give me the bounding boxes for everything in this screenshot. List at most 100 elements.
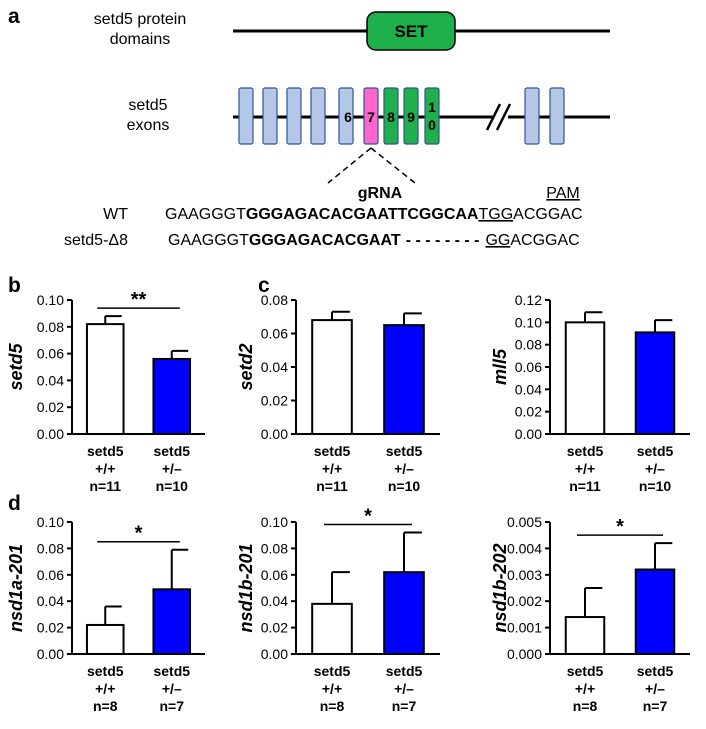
chart: 0.00 0.02 0.04 0.06 0.08 0.10 nsd1a-201 setd5 +/… — [6, 514, 205, 714]
sequence-part: GGGAGACACGAATTCGGCAA — [246, 206, 479, 223]
gene-diagram: setd5 protein domains SET setd5 exons 6 … — [94, 11, 610, 202]
y-tick-label: 0.005 — [507, 514, 542, 530]
bar — [383, 324, 425, 435]
significance: ** — [131, 289, 147, 311]
chart: 0.00 0.02 0.04 0.06 0.08 setd2 setd5 +/+n=11 set… — [236, 292, 440, 494]
sequence-name: WT — [103, 206, 128, 223]
exon — [338, 87, 354, 145]
x-tick-label: setd5 — [314, 663, 351, 679]
bar — [383, 571, 425, 655]
y-tick-label: 0.08 — [515, 337, 542, 353]
bar — [85, 623, 125, 656]
y-tick-label: 0.04 — [37, 593, 64, 609]
x-tick-label: n=10 — [388, 478, 421, 494]
y-tick-label: 0.06 — [261, 326, 288, 342]
exon — [238, 87, 254, 145]
x-tick-label: +/+ — [95, 461, 115, 477]
chart: 0.00 0.02 0.04 0.06 0.08 0.10 nsd1b-201 setd5 +/… — [236, 506, 440, 714]
exon — [424, 87, 440, 145]
bar — [311, 602, 353, 656]
pam-label: PAM — [546, 185, 579, 202]
x-tick-label: setd5 — [637, 663, 674, 679]
y-tick-label: 0.00 — [261, 426, 288, 442]
y-tick-label: 0.003 — [507, 567, 542, 583]
sequence: GAAGGGTGGGAGACACGAAT - - - - - - - - GGACG… — [168, 232, 580, 249]
panel-label: c — [258, 274, 270, 297]
zoom-line — [370, 147, 416, 184]
sequence-part: - - - - - - - - — [406, 232, 480, 249]
y-axis-label: setd5 — [6, 343, 26, 391]
x-tick-label: +/+ — [322, 681, 342, 697]
x-tick-label: n=10 — [639, 478, 672, 494]
x-tick-label: +/– — [162, 461, 182, 477]
break-mark — [495, 103, 512, 131]
y-tick-label: 0.12 — [515, 292, 542, 308]
y-tick-label: 0.06 — [261, 567, 288, 583]
exon-number: 9 — [407, 109, 415, 125]
y-tick-label: 0.08 — [37, 540, 64, 556]
sequence-part: GAAGGGT — [168, 232, 249, 249]
x-tick-label: setd5 — [87, 443, 124, 459]
y-tick-label: 0.10 — [37, 514, 64, 530]
y-tick-label: 0.04 — [261, 359, 288, 375]
x-tick-label: setd5 — [386, 663, 423, 679]
chart: 0.000.020.040.060.080.10setd5setd5+/+n=1… — [6, 289, 205, 494]
exon — [524, 87, 540, 145]
sequence-part: GG — [485, 232, 510, 249]
y-tick-label: 0.08 — [261, 292, 288, 308]
bar — [634, 331, 676, 435]
significance: * — [135, 523, 143, 545]
y-tick-label: 0.08 — [261, 540, 288, 556]
domain-label: SET — [394, 22, 428, 41]
panel-label: b — [8, 274, 21, 297]
exon-number: 6 — [344, 109, 352, 125]
y-axis-label: nsd1b-201 — [236, 543, 256, 632]
bar — [311, 319, 353, 436]
y-tick-label: 0.06 — [37, 346, 64, 362]
x-tick-label: setd5 — [637, 443, 674, 459]
y-tick-label: 0.04 — [37, 372, 64, 388]
x-tick-label: n=11 — [569, 478, 601, 494]
y-tick-label: 0.02 — [261, 393, 288, 409]
x-tick-label: n=8 — [93, 698, 118, 714]
chart: 0.00 0.02 0.04 0.06 0.08 0.10 0.12 mll5 setd5 +/+… — [490, 292, 690, 494]
x-tick-label: n=11 — [316, 478, 348, 494]
panel-label: a — [8, 5, 20, 28]
bar — [152, 357, 192, 435]
panel-labels: a b c d — [8, 5, 270, 515]
x-tick-label: setd5 — [153, 663, 190, 679]
y-tick-label: 0.02 — [37, 620, 64, 636]
x-tick-label: setd5 — [567, 663, 604, 679]
x-tick-label: n=8 — [573, 698, 598, 714]
exon-number: 0 — [428, 117, 436, 133]
y-tick-label: 0.001 — [507, 620, 542, 636]
bar — [634, 568, 676, 656]
x-tick-label: n=11 — [89, 478, 121, 494]
exon-number: 1 — [428, 99, 436, 115]
x-tick-label: +/– — [645, 681, 665, 697]
exon — [262, 87, 278, 145]
y-tick-label: 0.00 — [37, 646, 64, 662]
y-axis-label: nsd1a-201 — [6, 544, 26, 632]
x-tick-label: +/+ — [575, 681, 595, 697]
exon-label: setd5 — [128, 97, 167, 114]
significance: * — [364, 506, 372, 528]
y-tick-label: 0.002 — [507, 593, 542, 609]
bar — [564, 616, 606, 655]
protein-label: setd5 protein — [94, 11, 187, 28]
grna-label: gRNA — [358, 185, 403, 202]
sequence-part: GAAGGGT — [165, 206, 246, 223]
y-axis-label: setd2 — [236, 343, 256, 390]
exon-number: 8 — [387, 109, 395, 125]
x-tick-label: setd5 — [87, 663, 124, 679]
sequence-part: ACGGAC — [510, 232, 579, 249]
exon-target — [363, 87, 379, 145]
x-tick-label: +/+ — [322, 461, 342, 477]
significance: * — [616, 516, 624, 538]
y-tick-label: 0.02 — [37, 399, 64, 415]
y-tick-label: 0.00 — [37, 426, 64, 442]
x-tick-label: n=7 — [392, 698, 417, 714]
y-tick-label: 0.00 — [261, 646, 288, 662]
y-axis-label: nsd1b-202 — [490, 543, 510, 632]
chart: 0.000 0.001 0.002 0.003 0.004 0.005 nsd1b-202 s… — [490, 514, 690, 714]
